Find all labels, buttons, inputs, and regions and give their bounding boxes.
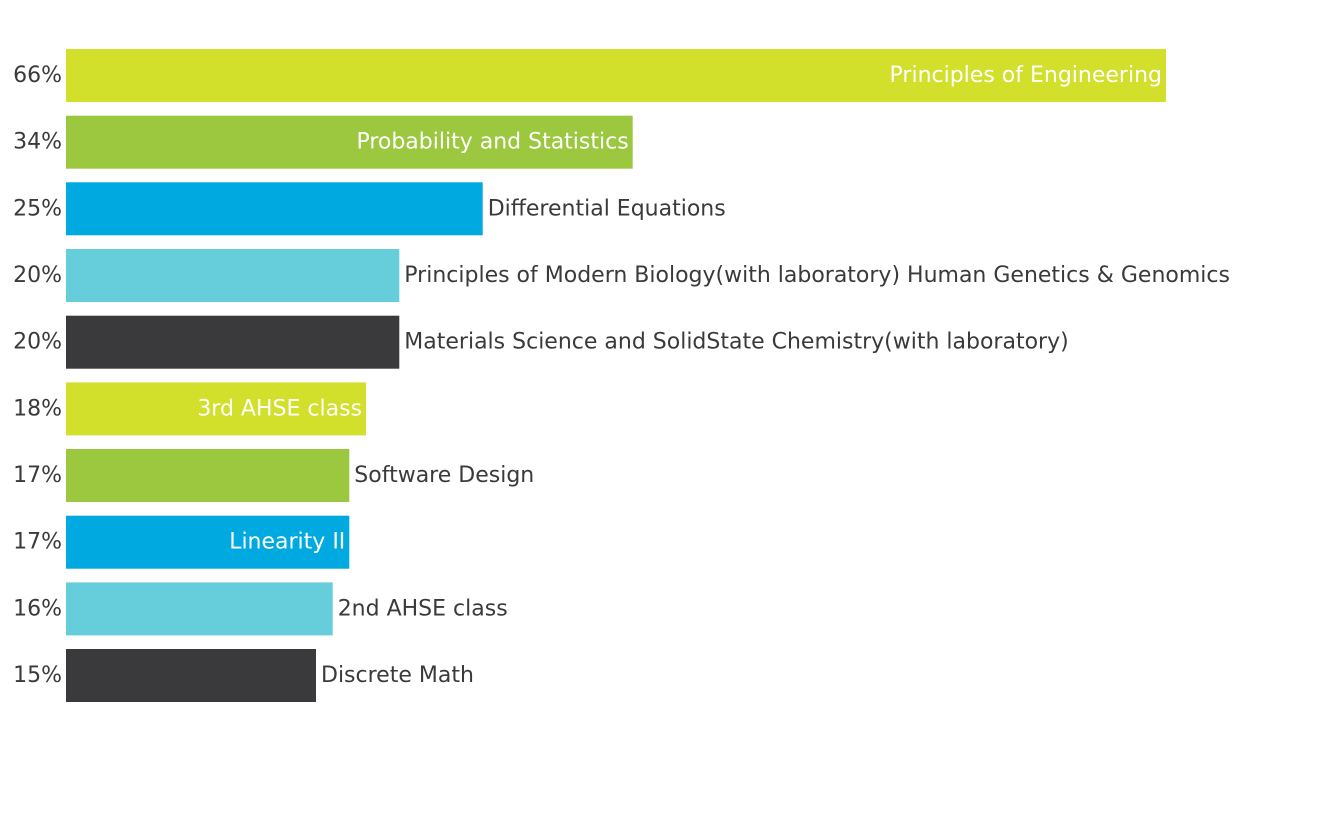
category-label: Linearity II [229,530,345,555]
value-label: 17% [13,463,62,488]
value-label: 20% [13,330,62,355]
bar [66,315,400,369]
bar [66,249,400,302]
bar [66,49,1166,102]
value-label: 18% [13,396,62,421]
bar [66,115,633,169]
bar [66,449,350,502]
value-label: 15% [13,663,62,688]
value-label: 66% [13,63,62,88]
category-label: 3rd AHSE class [197,396,362,421]
value-label: 16% [13,596,62,621]
category-label: Materials Science and SolidState Chemist… [404,330,1068,355]
category-label: 2nd AHSE class [338,596,508,621]
value-label: 17% [13,530,62,555]
category-label: Software Design [354,463,534,488]
bars-layer: 66% Principles of Engineering 34% Probabili… [13,49,1230,702]
value-label: 25% [13,196,62,221]
value-label: 34% [13,130,62,155]
bar [66,382,366,436]
bar [66,582,333,636]
category-label: Principles of Modern Biology(with labora… [404,263,1230,288]
value-label: 20% [13,263,62,288]
category-label: Probability and Statistics [356,130,628,155]
category-label: Principles of Engineering [890,63,1162,88]
category-label: Differential Equations [488,196,726,221]
bar [66,515,350,569]
category-label: Discrete Math [321,663,474,688]
bar [66,182,483,236]
bar [66,649,316,702]
